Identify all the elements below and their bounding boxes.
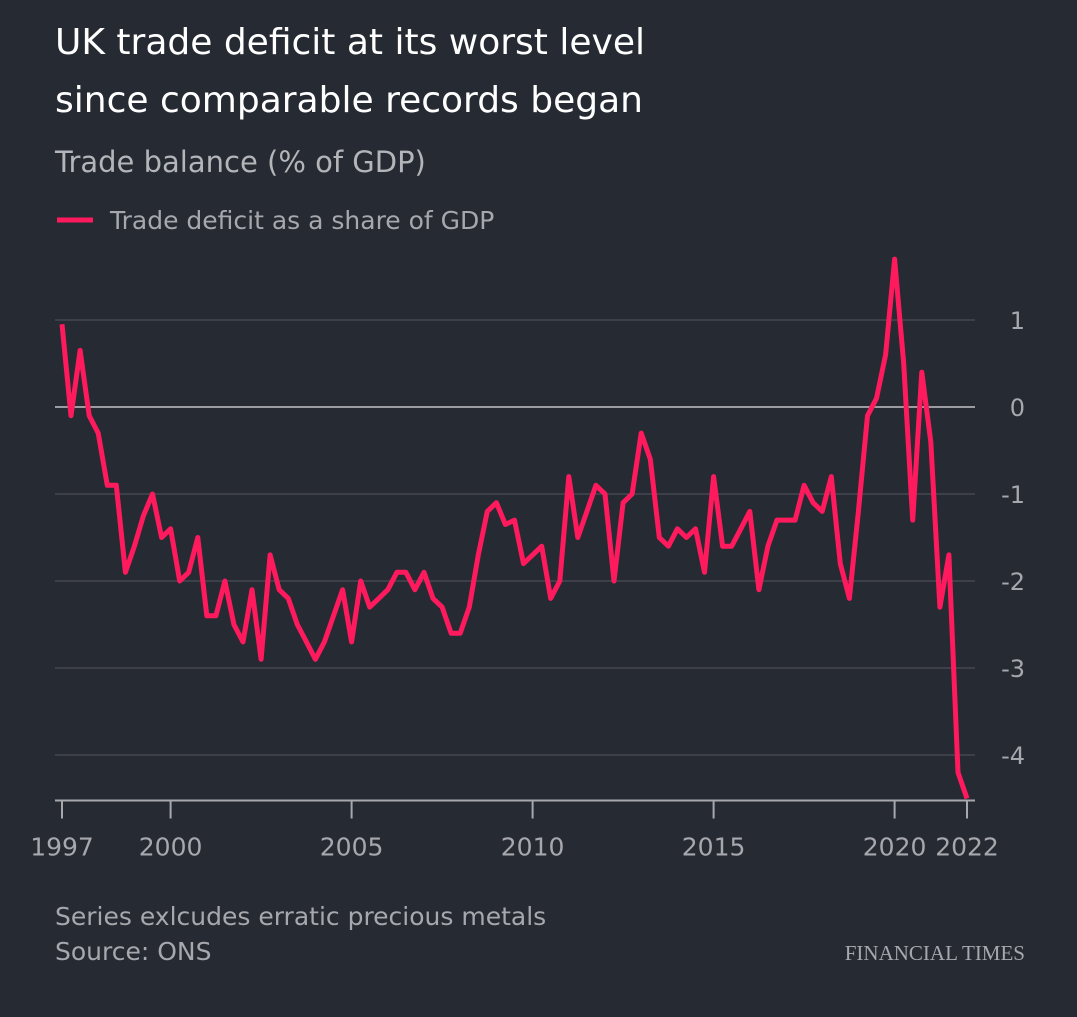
x-tick-label: 2022	[935, 833, 999, 862]
note: Series exlcudes erratic precious metals	[55, 902, 546, 931]
data-line	[59, 256, 970, 800]
y-tick-label: -3	[1001, 655, 1025, 683]
x-tick-label: 2015	[682, 833, 746, 862]
legend-label: Trade deficit as a share of GDP	[109, 206, 494, 235]
chart-title: UK trade deficit at its worst level	[55, 22, 645, 63]
x-tick-label: 1997	[30, 833, 94, 862]
x-tick-label: 2020	[863, 833, 927, 862]
source: Source: ONS	[55, 937, 211, 966]
y-tick-label: -2	[1001, 568, 1025, 596]
y-tick-label: -4	[1001, 742, 1025, 770]
brand: FINANCIAL TIMES	[845, 941, 1025, 965]
y-tick-label: -1	[1001, 481, 1025, 509]
x-tick-label: 2000	[139, 833, 203, 862]
y-tick-label: 1	[1010, 307, 1025, 335]
x-tick-label: 2005	[320, 833, 384, 862]
chart-subtitle: Trade balance (% of GDP)	[54, 145, 426, 179]
y-tick-label: 0	[1010, 394, 1025, 422]
chart-title: since comparable records began	[55, 80, 643, 121]
x-tick-label: 2010	[501, 833, 565, 862]
